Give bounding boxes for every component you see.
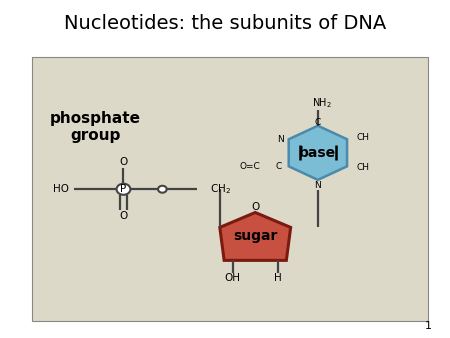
Text: O=C: O=C	[240, 162, 261, 171]
Text: O: O	[251, 201, 259, 212]
Polygon shape	[289, 126, 347, 180]
Text: P: P	[120, 184, 126, 194]
Text: base: base	[299, 146, 337, 160]
Polygon shape	[220, 213, 291, 260]
Text: sugar: sugar	[233, 229, 278, 243]
Text: CH: CH	[356, 163, 369, 171]
Text: phosphate
group: phosphate group	[50, 111, 141, 143]
Text: O: O	[119, 157, 128, 167]
Text: CH$_2$: CH$_2$	[210, 182, 231, 196]
Text: N: N	[315, 180, 321, 190]
Text: C: C	[315, 118, 321, 127]
Text: C: C	[276, 162, 282, 171]
Text: O: O	[119, 211, 128, 221]
Text: HO: HO	[54, 184, 69, 194]
Text: H: H	[274, 273, 282, 284]
Text: CH: CH	[356, 133, 369, 142]
Text: Nucleotides: the subunits of DNA: Nucleotides: the subunits of DNA	[64, 14, 386, 32]
Circle shape	[117, 184, 130, 195]
Text: N: N	[277, 135, 284, 144]
Text: OH: OH	[225, 273, 241, 284]
Text: NH$_2$: NH$_2$	[312, 96, 332, 110]
Circle shape	[158, 186, 166, 193]
Text: 1: 1	[425, 321, 432, 331]
